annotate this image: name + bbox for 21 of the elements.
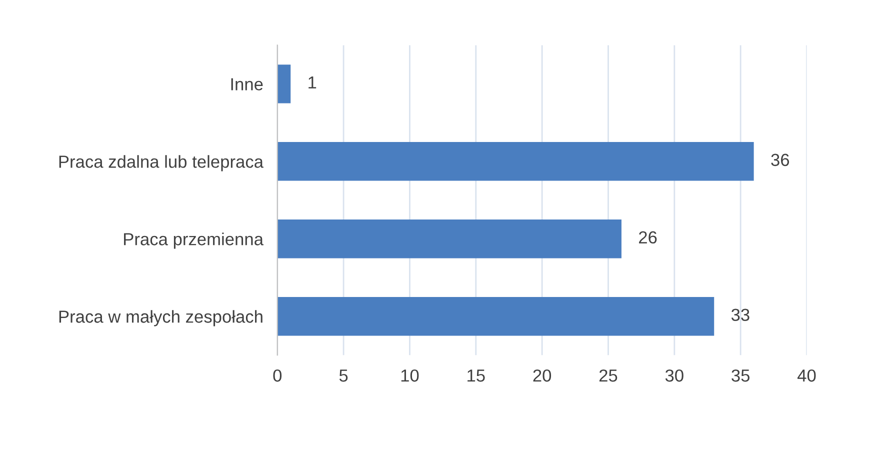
- y-tick-label: Praca przemienna: [124, 232, 264, 249]
- x-tick-label: 5: [339, 370, 348, 382]
- x-tick-label: 35: [732, 369, 750, 382]
- data-label: 1: [308, 76, 316, 88]
- y-tick-label: Inne: [231, 78, 263, 90]
- bar: [277, 296, 714, 336]
- data-label: 26: [639, 231, 657, 244]
- bar: [277, 220, 622, 258]
- data-label: 36: [771, 154, 790, 166]
- x-tick-label: 0: [273, 369, 282, 382]
- y-tick-label: Praca w małych zespołach: [59, 310, 262, 326]
- y-tick-label: Praca zdalna lub telepraca: [59, 155, 264, 172]
- x-tick-label: 25: [599, 369, 618, 382]
- bar: [277, 64, 291, 104]
- data-label: 33: [731, 308, 750, 322]
- x-tick-label: 30: [665, 369, 684, 382]
- x-tick-label: 15: [468, 370, 485, 382]
- x-tick-label: 10: [401, 369, 419, 382]
- bar: [277, 142, 754, 181]
- x-tick-label: 40: [797, 369, 816, 382]
- x-tick-label: 20: [533, 369, 552, 382]
